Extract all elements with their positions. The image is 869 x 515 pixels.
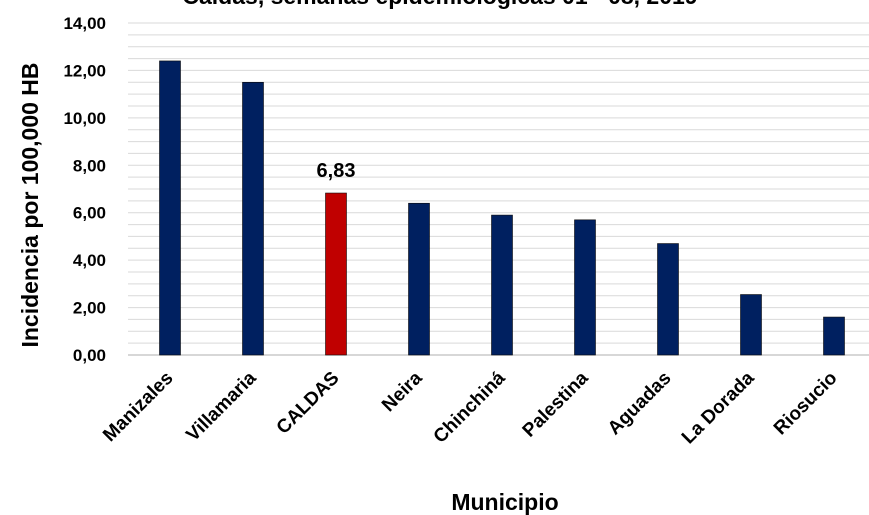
- bar-riosucio: [823, 316, 845, 356]
- bar-chinchin-: [491, 214, 513, 356]
- y-tick-label: 6,00: [73, 204, 106, 223]
- x-tick-label: La Dorada: [678, 367, 759, 448]
- bar-neira: [408, 202, 430, 356]
- bar-aguadas: [657, 243, 679, 356]
- x-tick-label: Neira: [378, 367, 427, 416]
- y-tick-label: 0,00: [73, 346, 106, 365]
- x-axis-ticks: Manizales Villamaria CALDAS Neira Chinchiná P…: [99, 367, 841, 448]
- x-tick-label: Villamaria: [182, 367, 260, 445]
- y-tick-label: 14,00: [63, 14, 106, 33]
- x-tick-label: Riosucio: [770, 368, 842, 440]
- bar-manizales: [159, 60, 181, 356]
- data-labels: 6,83: [317, 160, 356, 182]
- y-tick-label: 8,00: [73, 156, 106, 175]
- bar-palestina: [574, 219, 596, 356]
- x-tick-label: Chinchiná: [430, 367, 510, 447]
- bar-la-dorada: [740, 294, 762, 356]
- x-tick-label: CALDAS: [273, 368, 344, 439]
- y-tick-label: 12,00: [63, 61, 106, 80]
- x-tick-label: Palestina: [519, 367, 593, 441]
- x-tick-label: Manizales: [99, 368, 177, 446]
- x-axis-title: Municipio: [451, 489, 558, 515]
- y-tick-label: 10,00: [63, 109, 106, 128]
- bar-caldas: [325, 192, 347, 356]
- bars: [159, 60, 845, 356]
- y-axis-ticks: 0,00 2,00 4,00 6,00 8,00 10,00 12,00 14,00: [63, 14, 106, 365]
- bar-villamaria: [242, 81, 264, 356]
- y-tick-label: 4,00: [73, 251, 106, 270]
- x-tick-label: Aguadas: [604, 368, 676, 440]
- chart-title: Caldas, semanas epidemiológicas 01 - 08,…: [182, 0, 697, 9]
- y-axis-title: Incidencia por 100,000 HB: [17, 62, 43, 347]
- data-label: 6,83: [317, 160, 356, 182]
- y-tick-label: 2,00: [73, 299, 106, 318]
